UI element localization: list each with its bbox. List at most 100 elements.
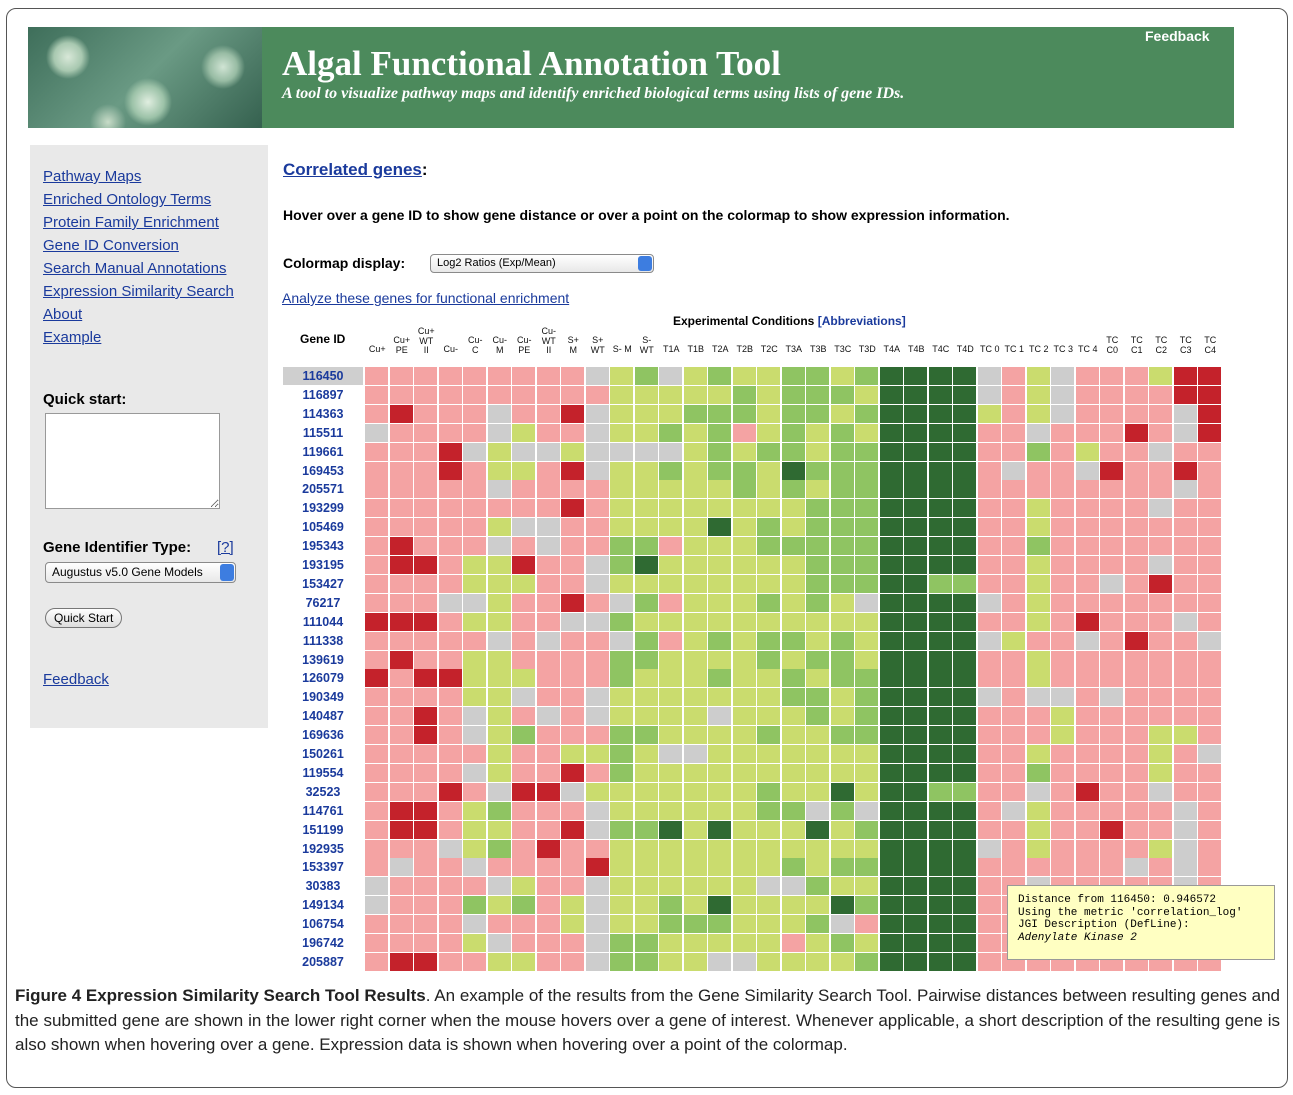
colormap-cell[interactable]	[586, 688, 609, 706]
colormap-cell[interactable]	[1149, 858, 1172, 876]
colormap-cell[interactable]	[561, 783, 584, 801]
colormap-cell[interactable]	[1076, 707, 1099, 725]
colormap-cell[interactable]	[978, 556, 1001, 574]
colormap-cell[interactable]	[708, 802, 731, 820]
colormap-cell[interactable]	[365, 405, 388, 423]
colormap-cell[interactable]	[561, 594, 584, 612]
colormap-cell[interactable]	[561, 688, 584, 706]
gene-id[interactable]: 153427	[283, 575, 363, 593]
colormap-cell[interactable]	[1198, 575, 1221, 593]
colormap-cell[interactable]	[904, 518, 927, 536]
colormap-cell[interactable]	[684, 537, 707, 555]
colormap-cell[interactable]	[512, 462, 535, 480]
colormap-cell[interactable]	[880, 424, 903, 442]
colormap-cell[interactable]	[610, 707, 633, 725]
colormap-cell[interactable]	[880, 840, 903, 858]
colormap-cell[interactable]	[806, 688, 829, 706]
colormap-cell[interactable]	[953, 840, 976, 858]
colormap-cell[interactable]	[512, 651, 535, 669]
colormap-cell[interactable]	[1002, 764, 1025, 782]
colormap-cell[interactable]	[831, 556, 854, 574]
colormap-cell[interactable]	[1100, 594, 1123, 612]
colormap-cell[interactable]	[855, 783, 878, 801]
colormap-cell[interactable]	[929, 821, 952, 839]
colormap-cell[interactable]	[904, 745, 927, 763]
colormap-cell[interactable]	[1174, 840, 1197, 858]
colormap-cell[interactable]	[929, 499, 952, 517]
colormap-cell[interactable]	[635, 669, 658, 687]
colormap-cell[interactable]	[463, 726, 486, 744]
colormap-cell[interactable]	[365, 424, 388, 442]
colormap-cell[interactable]	[439, 632, 462, 650]
colormap-cell[interactable]	[953, 858, 976, 876]
colormap-cell[interactable]	[806, 424, 829, 442]
colormap-cell[interactable]	[953, 802, 976, 820]
colormap-cell[interactable]	[561, 499, 584, 517]
colormap-cell[interactable]	[1027, 556, 1050, 574]
colormap-cell[interactable]	[855, 499, 878, 517]
colormap-select[interactable]: Log2 Ratios (Exp/Mean)	[430, 254, 654, 273]
colormap-cell[interactable]	[1100, 367, 1123, 385]
colormap-cell[interactable]	[390, 840, 413, 858]
colormap-cell[interactable]	[684, 934, 707, 952]
colormap-cell[interactable]	[782, 632, 805, 650]
colormap-cell[interactable]	[1100, 840, 1123, 858]
colormap-cell[interactable]	[635, 726, 658, 744]
colormap-cell[interactable]	[1027, 707, 1050, 725]
colormap-cell[interactable]	[463, 537, 486, 555]
colormap-cell[interactable]	[708, 783, 731, 801]
colormap-cell[interactable]	[488, 877, 511, 895]
colormap-cell[interactable]	[978, 594, 1001, 612]
colormap-cell[interactable]	[684, 840, 707, 858]
colormap-cell[interactable]	[635, 858, 658, 876]
colormap-cell[interactable]	[978, 896, 1001, 914]
gene-id[interactable]: 139619	[283, 651, 363, 669]
colormap-cell[interactable]	[953, 480, 976, 498]
colormap-cell[interactable]	[586, 367, 609, 385]
colormap-cell[interactable]	[708, 651, 731, 669]
colormap-cell[interactable]	[561, 764, 584, 782]
colormap-cell[interactable]	[733, 405, 756, 423]
colormap-cell[interactable]	[1027, 386, 1050, 404]
colormap-cell[interactable]	[953, 688, 976, 706]
colormap-cell[interactable]	[782, 915, 805, 933]
colormap-cell[interactable]	[414, 518, 437, 536]
colormap-cell[interactable]	[414, 462, 437, 480]
colormap-cell[interactable]	[929, 386, 952, 404]
colormap-cell[interactable]	[880, 915, 903, 933]
colormap-cell[interactable]	[586, 632, 609, 650]
colormap-cell[interactable]	[708, 934, 731, 952]
colormap-cell[interactable]	[684, 367, 707, 385]
colormap-cell[interactable]	[610, 877, 633, 895]
colormap-cell[interactable]	[561, 518, 584, 536]
colormap-cell[interactable]	[537, 632, 560, 650]
colormap-cell[interactable]	[978, 386, 1001, 404]
colormap-cell[interactable]	[1076, 424, 1099, 442]
colormap-cell[interactable]	[1174, 462, 1197, 480]
colormap-cell[interactable]	[733, 632, 756, 650]
colormap-cell[interactable]	[659, 499, 682, 517]
colormap-cell[interactable]	[365, 518, 388, 536]
colormap-cell[interactable]	[537, 499, 560, 517]
colormap-cell[interactable]	[782, 707, 805, 725]
colormap-cell[interactable]	[586, 537, 609, 555]
colormap-cell[interactable]	[610, 669, 633, 687]
colormap-cell[interactable]	[537, 651, 560, 669]
colormap-cell[interactable]	[880, 802, 903, 820]
colormap-cell[interactable]	[1198, 632, 1221, 650]
colormap-cell[interactable]	[659, 556, 682, 574]
colormap-cell[interactable]	[684, 802, 707, 820]
colormap-cell[interactable]	[488, 896, 511, 914]
colormap-cell[interactable]	[463, 651, 486, 669]
colormap-cell[interactable]	[586, 896, 609, 914]
gene-id[interactable]: 190349	[283, 688, 363, 706]
colormap-cell[interactable]	[1100, 424, 1123, 442]
colormap-cell[interactable]	[806, 707, 829, 725]
colormap-cell[interactable]	[953, 651, 976, 669]
colormap-cell[interactable]	[1027, 840, 1050, 858]
colormap-cell[interactable]	[488, 575, 511, 593]
colormap-cell[interactable]	[929, 688, 952, 706]
colormap-cell[interactable]	[390, 934, 413, 952]
colormap-cell[interactable]	[1174, 594, 1197, 612]
colormap-cell[interactable]	[439, 499, 462, 517]
